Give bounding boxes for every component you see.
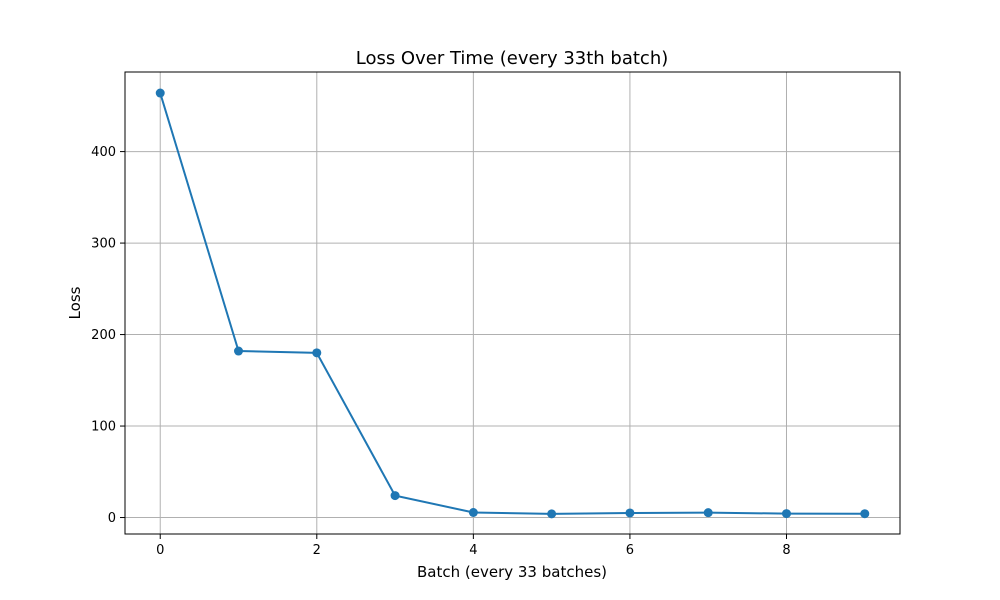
x-tick-label: 0 <box>156 543 164 558</box>
data-point <box>312 348 322 358</box>
grid <box>125 72 900 534</box>
data-point <box>860 509 870 519</box>
series-line <box>159 92 865 515</box>
x-tick-label: 2 <box>313 543 321 558</box>
data-point <box>468 508 478 518</box>
data-point <box>390 491 400 501</box>
data-point <box>703 508 713 518</box>
data-point <box>234 346 244 356</box>
y-tick-label: 200 <box>91 328 116 343</box>
chart-title: Loss Over Time (every 33th batch) <box>356 48 669 69</box>
y-tick-label: 300 <box>91 237 116 252</box>
axis-ticks: 0 2 4 6 8 0 100 200 300 400 <box>91 145 790 558</box>
plot-area-frame <box>124 71 901 535</box>
x-tick-label: 4 <box>469 543 477 558</box>
x-tick-label: 6 <box>626 543 634 558</box>
data-series <box>155 88 870 519</box>
data-point <box>625 508 635 518</box>
x-tick-label: 8 <box>782 543 790 558</box>
data-point <box>781 509 791 519</box>
y-tick-label: 400 <box>91 145 116 160</box>
data-point <box>547 509 557 519</box>
y-tick-label: 100 <box>91 420 116 435</box>
y-axis-label: Loss <box>66 286 84 319</box>
data-point <box>155 88 165 98</box>
y-tick-label: 0 <box>108 511 116 526</box>
x-axis-label: Batch (every 33 batches) <box>417 563 607 581</box>
